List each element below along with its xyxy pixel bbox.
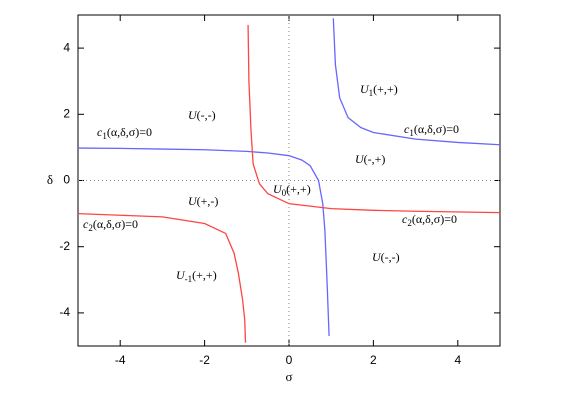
annotation-base: c bbox=[97, 125, 103, 139]
annotation-base: U bbox=[188, 194, 198, 208]
annotation-base: c bbox=[83, 217, 89, 231]
y-axis-label: δ bbox=[47, 172, 53, 187]
x-axis-label: σ bbox=[285, 369, 292, 384]
annotation: c1(α,δ,σ)=0 bbox=[97, 125, 152, 141]
plot-frame bbox=[77, 14, 501, 347]
annotation-args: (-,+) bbox=[364, 152, 386, 166]
annotation: c2(α,δ,σ)=0 bbox=[402, 212, 457, 228]
x-tick-label: -2 bbox=[199, 353, 210, 367]
annotation: U(-,-) bbox=[188, 108, 216, 122]
annotation-sub: 2 bbox=[88, 223, 93, 233]
annotation-args: (α,δ,σ)=0 bbox=[107, 125, 152, 139]
x-tick-label: 0 bbox=[286, 353, 293, 367]
annotation-args: (+,-) bbox=[197, 194, 219, 208]
annotation: c2(α,δ,σ)=0 bbox=[83, 217, 138, 233]
annotation-base: U bbox=[273, 182, 283, 196]
annotation-args: (α,δ,σ)=0 bbox=[414, 122, 459, 136]
annotation-args: (+,+) bbox=[373, 82, 398, 96]
annotation-args: (α,δ,σ)=0 bbox=[412, 212, 457, 226]
annotation-args: (+,+) bbox=[286, 182, 311, 196]
annotation: U1(+,+) bbox=[360, 82, 398, 98]
annotation-sub: -1 bbox=[185, 274, 193, 284]
y-tick-label: 4 bbox=[63, 40, 70, 54]
y-tick-label: -4 bbox=[59, 305, 70, 319]
curve bbox=[77, 147, 330, 337]
annotation-base: c bbox=[404, 122, 410, 136]
annotation-sub: 0 bbox=[282, 188, 287, 198]
y-tick-label: -2 bbox=[59, 239, 70, 253]
annotation-args: (-,-) bbox=[381, 250, 400, 264]
annotation: U(-,+) bbox=[355, 152, 385, 166]
curve bbox=[332, 18, 501, 146]
annotation-sub: 2 bbox=[407, 218, 412, 228]
annotation-base: c bbox=[402, 212, 408, 226]
annotation: U(-,-) bbox=[372, 250, 400, 264]
annotation-args: (-,-) bbox=[197, 108, 216, 122]
x-tick-label: 2 bbox=[370, 353, 377, 367]
annotation-base: U bbox=[372, 250, 382, 264]
annotation-base: U bbox=[188, 108, 198, 122]
annotation-base: U bbox=[176, 268, 186, 282]
annotation: c1(α,δ,σ)=0 bbox=[404, 122, 459, 138]
annotation-args: (α,δ,σ)=0 bbox=[93, 217, 138, 231]
annotation-sub: 1 bbox=[409, 128, 414, 138]
y-tick-label: 0 bbox=[63, 173, 70, 187]
x-tick-label: -4 bbox=[115, 353, 126, 367]
annotation: U-1(+,+) bbox=[176, 268, 217, 284]
annotation: U0(+,+) bbox=[273, 182, 311, 198]
annotation-sub: 1 bbox=[102, 131, 107, 141]
curve bbox=[77, 212, 247, 343]
annotation: U(+,-) bbox=[188, 194, 218, 208]
annotation-sub: 1 bbox=[369, 88, 374, 98]
curve bbox=[247, 24, 501, 214]
x-tick-label: 4 bbox=[454, 353, 461, 367]
annotation-base: U bbox=[360, 82, 370, 96]
annotation-args: (+,+) bbox=[192, 268, 217, 282]
y-tick-label: 2 bbox=[63, 106, 70, 120]
annotation-base: U bbox=[355, 152, 365, 166]
